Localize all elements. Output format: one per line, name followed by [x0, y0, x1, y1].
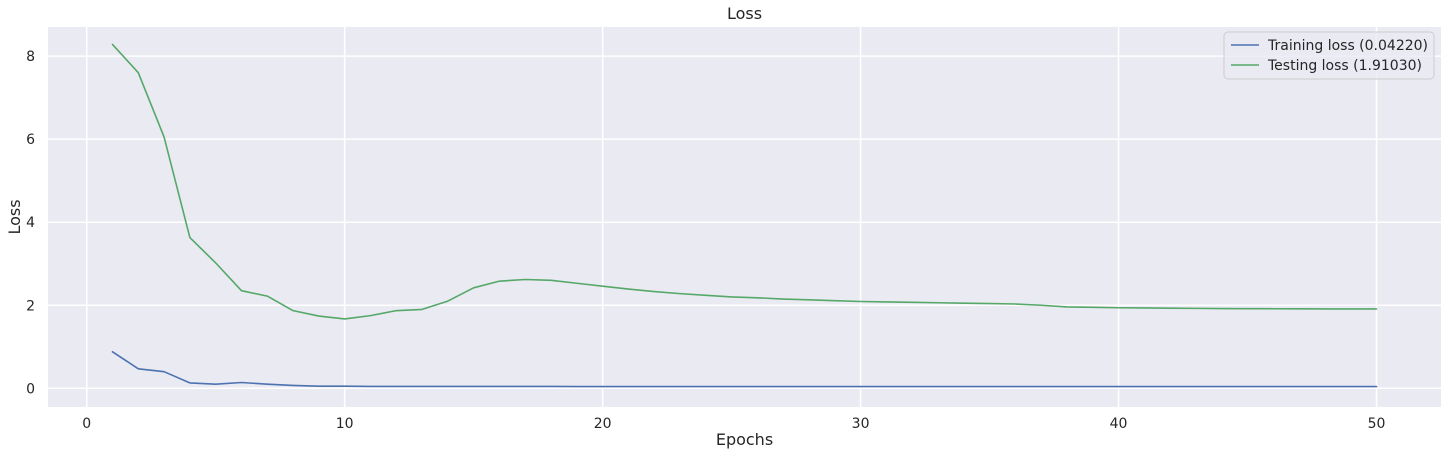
legend-box — [1223, 31, 1435, 80]
y-tick-label: 6 — [26, 132, 35, 148]
y-tick-label: 2 — [26, 298, 35, 314]
series-layer — [111, 43, 1378, 388]
x-tick-label: 50 — [1368, 416, 1386, 432]
y-axis-title: Loss — [5, 199, 24, 234]
legend: Training loss (0.04220) Testing loss (1.… — [1223, 31, 1435, 80]
y-tick-label: 8 — [26, 49, 35, 65]
x-tick-label: 20 — [594, 416, 612, 432]
x-tick-label: 40 — [1110, 416, 1128, 432]
series-line-training — [111, 350, 1378, 388]
y-tick-label: 4 — [26, 215, 35, 231]
x-tick-label: 30 — [852, 416, 870, 432]
grid-lines — [48, 27, 1441, 407]
x-axis-title: Epochs — [716, 430, 773, 449]
x-tick-labels: 0 10 20 30 40 50 — [82, 416, 1385, 432]
series-line-testing — [111, 43, 1378, 320]
legend-label-training: Training loss (0.04220) — [1267, 38, 1428, 54]
plot-area — [48, 27, 1441, 407]
x-tick-label: 0 — [82, 416, 91, 432]
x-tick-label: 10 — [336, 416, 354, 432]
chart-title: Loss — [727, 4, 762, 23]
y-tick-label: 0 — [26, 381, 35, 397]
legend-label-testing: Testing loss (1.91030) — [1267, 58, 1422, 74]
y-tick-labels: 0 2 4 6 8 — [26, 49, 35, 397]
